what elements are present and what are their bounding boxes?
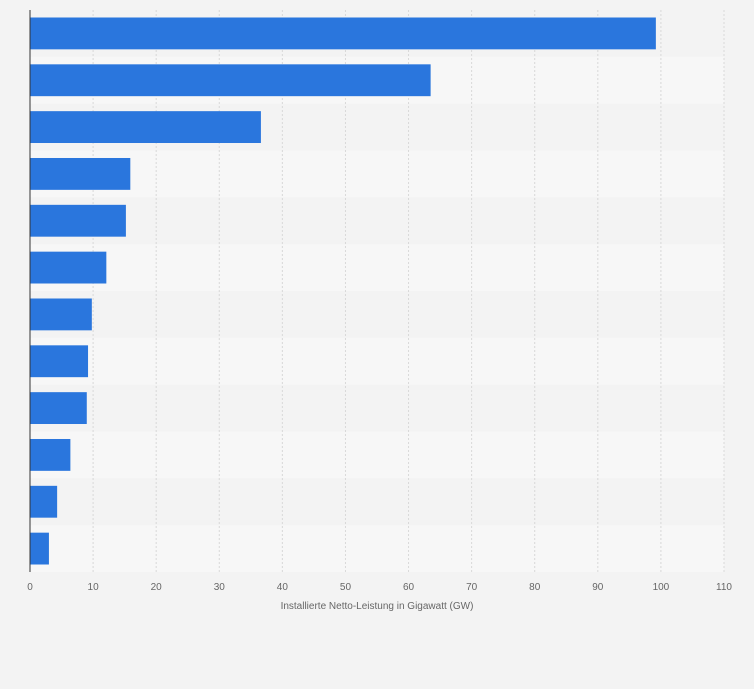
x-tick-label: 110 — [716, 582, 732, 593]
bar[interactable] — [30, 204, 126, 237]
row-band — [30, 337, 724, 385]
x-tick-label: 90 — [592, 582, 604, 593]
row-band — [30, 384, 724, 432]
bar[interactable] — [30, 438, 71, 471]
gridlines — [92, 10, 725, 572]
row-band — [30, 197, 724, 245]
bar[interactable] — [30, 532, 49, 565]
bar[interactable] — [30, 345, 89, 378]
bar[interactable] — [30, 251, 107, 284]
x-tick-label: 0 — [27, 582, 33, 593]
row-band — [30, 150, 724, 198]
x-tick-label: 50 — [340, 582, 352, 593]
row-band — [30, 291, 724, 338]
bar[interactable] — [30, 17, 656, 50]
bar[interactable] — [30, 111, 261, 144]
bar[interactable] — [30, 64, 431, 97]
bars — [30, 17, 656, 565]
x-axis-title: Installierte Netto-Leistung in Gigawatt … — [281, 601, 474, 612]
row-band — [30, 525, 724, 572]
row-bands — [30, 10, 724, 572]
x-axis-ticks: 0 10 20 30 40 50 60 70 80 90 100 110 — [27, 582, 732, 593]
x-tick-label: 40 — [277, 582, 289, 593]
x-tick-label: 80 — [529, 582, 541, 593]
row-band — [30, 478, 724, 526]
x-tick-label: 60 — [403, 582, 415, 593]
bar[interactable] — [30, 485, 58, 518]
x-tick-label: 30 — [214, 582, 226, 593]
bar[interactable] — [30, 392, 87, 425]
x-tick-label: 70 — [466, 582, 478, 593]
x-tick-label: 10 — [88, 582, 100, 593]
row-band — [30, 431, 724, 479]
bar[interactable] — [30, 298, 92, 331]
x-tick-label: 100 — [653, 582, 670, 593]
row-band — [30, 244, 724, 291]
bar[interactable] — [30, 157, 131, 190]
x-tick-label: 20 — [151, 582, 163, 593]
